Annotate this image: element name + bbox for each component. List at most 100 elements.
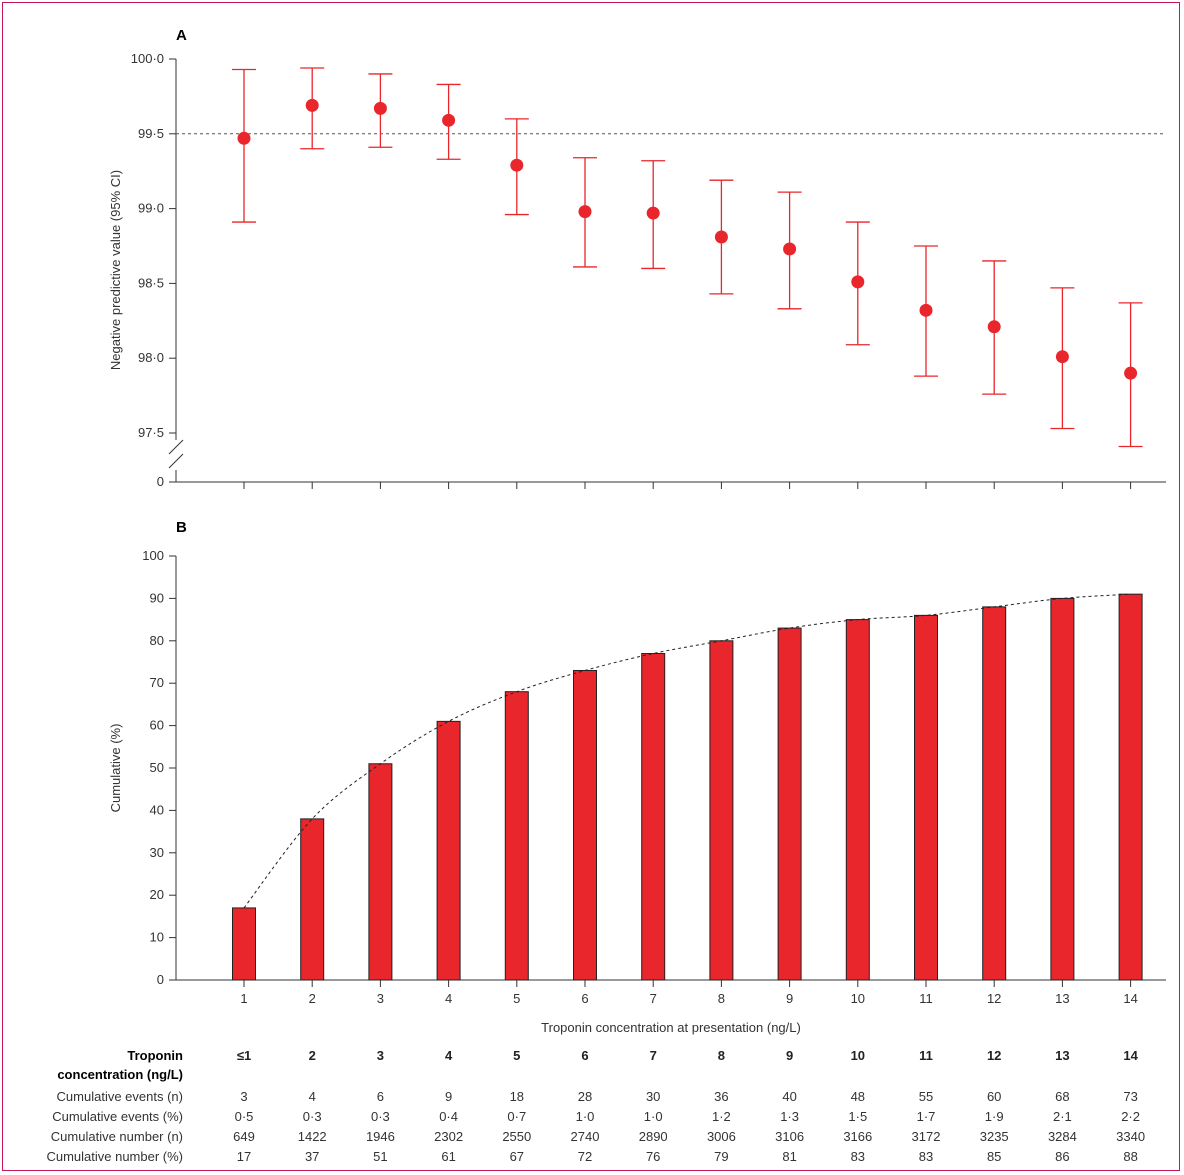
npv-point — [305, 98, 319, 112]
npv-point — [1124, 366, 1138, 380]
a-y-tick-label: 99·0 — [138, 201, 164, 216]
table-cell: 0·3 — [371, 1109, 390, 1124]
table-column-header: 5 — [513, 1048, 520, 1063]
table-cell: 0·7 — [507, 1109, 526, 1124]
table-cell: 85 — [987, 1149, 1001, 1164]
table-cell: 0·5 — [235, 1109, 254, 1124]
cumulative-bar — [368, 763, 393, 981]
panel-b-y-axis-label: Cumulative (%) — [108, 724, 123, 813]
panel-a: A Negative predictive value (95% CI) 0 97… — [108, 27, 1166, 489]
panel-a-label: A — [176, 27, 187, 44]
table-cell: 40 — [782, 1089, 796, 1104]
b-y-tick-label: 80 — [150, 633, 164, 648]
b-x-tick-label: 12 — [987, 991, 1001, 1006]
table-column-header: 9 — [786, 1048, 793, 1063]
table-cell: 3340 — [1116, 1129, 1145, 1144]
npv-point — [237, 131, 251, 145]
data-table: Troponin concentration (ng/L) ≤1 2 3 4 5 6 7 8 9… — [46, 1048, 1145, 1164]
table-cell: 3106 — [775, 1129, 804, 1144]
table-cell: 68 — [1055, 1089, 1069, 1104]
npv-point — [851, 275, 865, 289]
b-x-tick-label: 2 — [309, 991, 316, 1006]
cumulative-bar — [709, 640, 734, 981]
table-column-header: 8 — [718, 1048, 725, 1063]
a-y-tick-label: 98·5 — [138, 275, 164, 290]
b-y-tick-label: 20 — [150, 887, 164, 902]
npv-point — [919, 303, 933, 317]
a-y-tick-label: 99·5 — [138, 126, 164, 141]
cumulative-bar — [300, 818, 325, 981]
table-cell: 9 — [445, 1089, 452, 1104]
axis-break-mark-1 — [168, 439, 184, 455]
table-cell: 83 — [851, 1149, 865, 1164]
npv-point — [578, 205, 592, 219]
cumulative-bar — [914, 614, 938, 981]
b-x-tick-label: 9 — [786, 991, 793, 1006]
table-cell: 86 — [1055, 1149, 1069, 1164]
table-column-header: 12 — [987, 1048, 1001, 1063]
table-cell: 17 — [237, 1149, 251, 1164]
table-cell: 1·0 — [644, 1109, 663, 1124]
table-cell: 1·0 — [576, 1109, 595, 1124]
table-column-header: 13 — [1055, 1048, 1069, 1063]
b-x-tick-label: 5 — [513, 991, 520, 1006]
b-x-tick-label: 1 — [240, 991, 247, 1006]
table-cell: 0·4 — [439, 1109, 458, 1124]
a-y-tick-label: 0 — [157, 474, 164, 489]
table-cell: 649 — [233, 1129, 255, 1144]
b-y-tick-label: 70 — [150, 675, 164, 690]
npv-point — [646, 206, 660, 220]
table-row-label: Cumulative number (%) — [46, 1149, 183, 1164]
table-row-label: Cumulative number (n) — [51, 1129, 183, 1144]
b-y-tick-label: 0 — [157, 972, 164, 987]
b-y-tick-label: 50 — [150, 760, 164, 775]
table-cell: 3284 — [1048, 1129, 1077, 1144]
table-body: Cumulative events (n) 3 4 6 9 18 28 30 36 40 48 55 6… — [46, 1089, 1145, 1164]
table-row: Cumulative events (%) 0·5 0·3 0·3 0·4 0·7 1·0 1… — [52, 1109, 1140, 1124]
table-cell: 36 — [714, 1089, 728, 1104]
table-cell: 3006 — [707, 1129, 736, 1144]
table-cell: 61 — [441, 1149, 455, 1164]
npv-point — [1055, 350, 1069, 364]
b-y-tick-label: 60 — [150, 718, 164, 733]
table-cell: 1·5 — [848, 1109, 867, 1124]
table-column-header: 11 — [919, 1048, 933, 1063]
panel-b: B Cumulative (%) 0102030405060708090100 … — [108, 519, 1166, 1035]
table-cell: 3172 — [912, 1129, 941, 1144]
a-y-tick-label: 98·0 — [138, 350, 164, 365]
table-cell: 72 — [578, 1149, 592, 1164]
table-cell: 2550 — [502, 1129, 531, 1144]
table-cell: 3235 — [980, 1129, 1009, 1144]
npv-point — [373, 101, 387, 115]
table-header-label-line1: Troponin — [127, 1048, 183, 1063]
table-cell: 1946 — [366, 1129, 395, 1144]
b-y-tick-label: 30 — [150, 845, 164, 860]
npv-point — [987, 320, 1001, 334]
table-header-row: ≤1 2 3 4 5 6 7 8 9 10 11 12 13 14 — [237, 1048, 1139, 1063]
table-cell: 76 — [646, 1149, 660, 1164]
panel-a-y-axis-label: Negative predictive value (95% CI) — [108, 170, 123, 370]
table-cell: 1422 — [298, 1129, 327, 1144]
table-row-label: Cumulative events (n) — [57, 1089, 183, 1104]
table-cell: 48 — [851, 1089, 865, 1104]
b-x-tick-label: 14 — [1123, 991, 1137, 1006]
b-y-tick-label: 90 — [150, 590, 164, 605]
cumulative-bar — [573, 669, 597, 981]
b-x-tick-label: 10 — [851, 991, 865, 1006]
panel-a-y-ticks: 0 97·5 98·0 98·5 99·0 99·5 100·0 — [131, 51, 176, 489]
npv-point — [510, 158, 524, 172]
cumulative-bar — [436, 720, 461, 981]
npv-point — [714, 230, 728, 244]
b-x-tick-label: 6 — [581, 991, 588, 1006]
table-cell: 37 — [305, 1149, 319, 1164]
table-cell: 81 — [782, 1149, 796, 1164]
cumulative-bar — [504, 691, 529, 981]
panel-b-x-ticks: 1 2 3 4 5 6 7 8 9 10 11 12 13 14 — [240, 980, 1138, 1006]
table-column-header: 10 — [851, 1048, 865, 1063]
npv-point — [442, 113, 456, 127]
table-column-header: 7 — [650, 1048, 657, 1063]
b-x-tick-label: 8 — [718, 991, 725, 1006]
table-cell: 1·9 — [985, 1109, 1004, 1124]
table-column-header: 4 — [445, 1048, 453, 1063]
